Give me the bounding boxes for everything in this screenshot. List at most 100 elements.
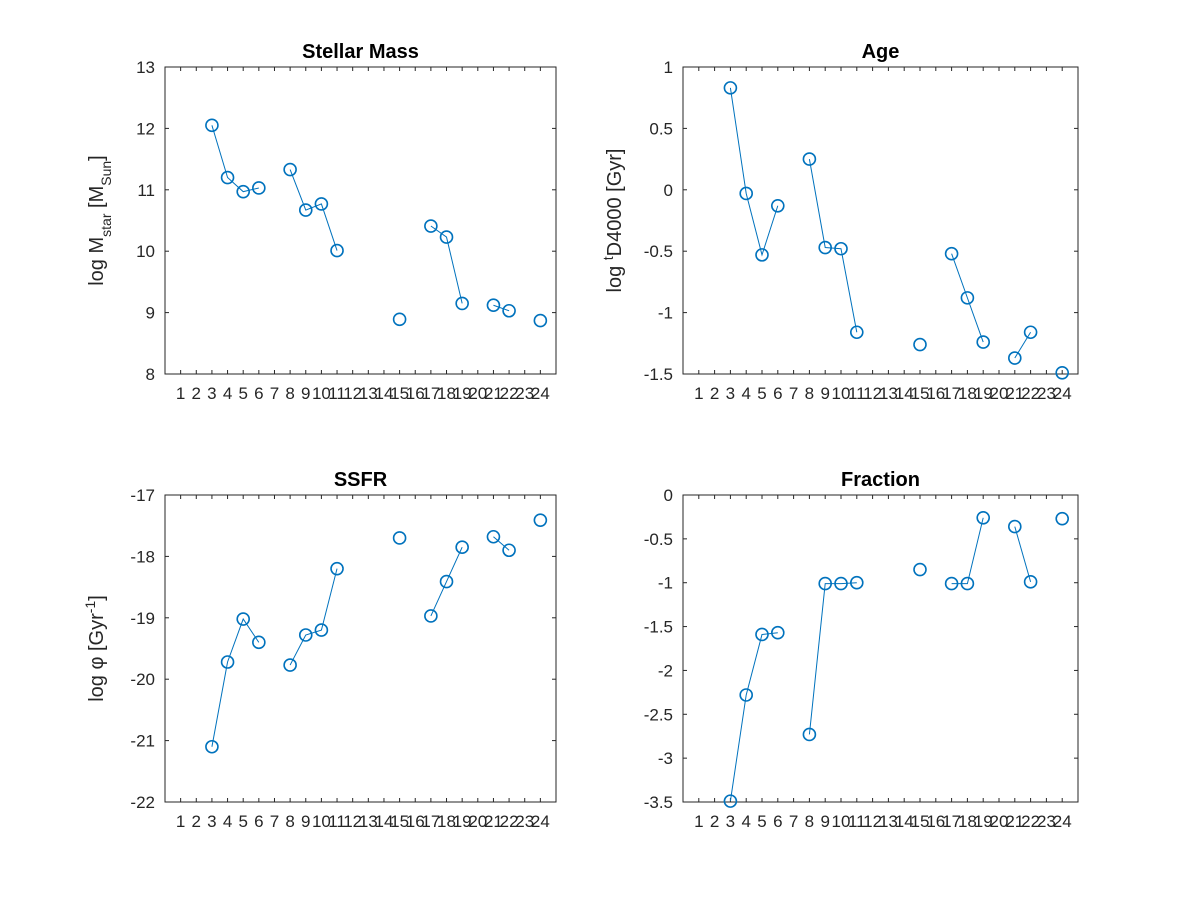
fraction-data-point <box>944 576 959 591</box>
fraction-data-point <box>1055 511 1069 526</box>
ssfr-xtick-label: 13 <box>359 812 378 831</box>
ssfr-ylabel-pre: log <box>86 670 108 702</box>
stellar-mass-xtick-label: 3 <box>207 384 216 403</box>
fraction-xtick-label: 15 <box>911 812 930 831</box>
ssfr-xtick-label: 24 <box>531 812 550 831</box>
ssfr-data-point <box>533 513 548 527</box>
age-data-point <box>976 335 991 349</box>
ssfr-xtick-label: 11 <box>328 812 346 831</box>
fraction-xtick-label: 8 <box>805 812 814 831</box>
fraction-data-point <box>770 625 785 640</box>
ssfr-xtick-label: 1 <box>176 812 185 831</box>
ssfr-data-point <box>252 635 266 650</box>
fraction-data-point <box>723 794 738 808</box>
fraction-xtick-label: 4 <box>741 812 750 831</box>
fraction-data-point <box>755 627 769 642</box>
fraction-xtick-label: 2 <box>710 812 719 831</box>
ssfr-xtick-label: 15 <box>390 812 409 831</box>
stellar-mass-series-line <box>289 169 338 251</box>
age-data-point <box>1023 325 1038 340</box>
ssfr-data-point <box>330 561 344 576</box>
age-series-line <box>729 87 779 257</box>
stellar-mass-data-point <box>314 197 329 211</box>
age-xtick-label: 3 <box>726 384 735 403</box>
stellar-mass-ytick-label: 13 <box>136 58 155 77</box>
stellar-mass-xtick-label: 1 <box>176 384 185 403</box>
ssfr-xtick-label: 9 <box>301 812 310 831</box>
ssfr-ylabel-greek: φ <box>86 657 108 670</box>
subplot-ssfr: SSFR-22-21-20-19-18-171 2 3 4 5 6 7 8 9 101112131… <box>82 469 557 831</box>
ssfr-data-point <box>502 543 516 558</box>
fraction-xtick-label: 5 <box>757 812 766 831</box>
stellar-mass-data-point <box>205 118 219 133</box>
ssfr-xtick-label: 8 <box>285 812 294 831</box>
age-data-point <box>849 325 864 340</box>
stellar-mass-data-point <box>236 184 250 199</box>
fraction-ytick-label: -1.5 <box>644 618 673 637</box>
age-ytick-label: 0.5 <box>649 119 673 138</box>
stellar-mass-xtick-label: 10 <box>312 384 331 403</box>
stellar-mass-xtick-label: 19 <box>453 384 472 403</box>
age-xtick-label: 10 <box>832 384 851 403</box>
fraction-data-point <box>913 562 927 577</box>
ssfr-ytick-label: -22 <box>130 793 155 812</box>
ssfr-ytick-label: -20 <box>130 670 155 689</box>
stellar-mass-data-point <box>298 203 313 217</box>
stellar-mass-xtick-label: 24 <box>531 384 550 403</box>
ssfr-data-point <box>283 658 297 672</box>
fraction-data-point <box>802 727 817 742</box>
fraction-ytick-label: -3 <box>658 749 673 768</box>
fraction-series-line <box>1014 526 1032 582</box>
stellar-mass-ytick-label: 11 <box>137 181 155 200</box>
age-xtick-label: 5 <box>757 384 766 403</box>
age-axes-frame <box>682 66 1079 375</box>
age-xtick-label: 7 <box>789 384 798 403</box>
fraction-data-point <box>849 575 864 590</box>
stellar-mass-ylabel-mid: [M <box>86 186 108 214</box>
age-xtick-label: 22 <box>1021 384 1040 403</box>
age-data-point <box>723 81 738 95</box>
stellar-mass-xtick-label: 16 <box>406 384 425 403</box>
fraction-data-point <box>834 576 848 591</box>
stellar-mass-data-point <box>220 170 235 185</box>
fraction-axes-frame <box>682 494 1079 803</box>
fraction-data-point <box>960 576 975 591</box>
stellar-mass-xtick-label: 21 <box>484 384 503 403</box>
ssfr-xtick-label: 16 <box>406 812 425 831</box>
age-data-point <box>1055 365 1069 380</box>
stellar-mass-xtick-label: 9 <box>301 384 310 403</box>
age-ytick-label: 0 <box>664 181 673 200</box>
stellar-mass-data-point <box>330 243 344 258</box>
ssfr-xtick-label: 10 <box>312 812 331 831</box>
ssfr-data-point <box>486 529 501 544</box>
stellar-mass-data-point <box>502 303 516 318</box>
stellar-mass-ylabel-sub: star <box>98 213 114 237</box>
age-xtick-label: 11 <box>848 384 866 403</box>
age-xtick-label: 21 <box>1005 384 1024 403</box>
fraction-xtick-label: 13 <box>879 812 898 831</box>
fraction-ytick-label: -2 <box>658 661 673 680</box>
age-data-point <box>802 152 817 166</box>
stellar-mass-data-point <box>486 298 501 313</box>
age-ytick-label: 1 <box>664 58 673 77</box>
age-data-point <box>834 241 848 256</box>
fraction-xtick-label: 1 <box>694 812 703 831</box>
age-xtick-label: 6 <box>773 384 782 403</box>
ssfr-series-line <box>289 568 338 666</box>
age-data-point <box>770 198 785 213</box>
stellar-mass-ytick-label: 8 <box>146 365 155 384</box>
fraction-title: Fraction <box>841 469 920 491</box>
stellar-mass-data-point <box>533 313 548 328</box>
ssfr-ylabel-post: ] <box>86 595 108 601</box>
stellar-mass-xtick-label: 23 <box>515 384 534 403</box>
ssfr-xtick-label: 20 <box>468 812 487 831</box>
stellar-mass-axes-frame <box>164 66 557 375</box>
stellar-mass-ylabel: log Mstar [MSun] <box>86 155 114 286</box>
fraction-ytick-label: -0.5 <box>644 530 673 549</box>
fraction-ytick-label: -3.5 <box>644 793 673 812</box>
stellar-mass-xtick-label: 2 <box>192 384 201 403</box>
age-xtick-label: 17 <box>942 384 961 403</box>
subplot-age: Age-1.5-1-0.500.511 2 3 4 5 6 7 8 9 1011121314151… <box>600 41 1079 403</box>
stellar-mass-ylabel-pre: log M <box>86 237 108 286</box>
